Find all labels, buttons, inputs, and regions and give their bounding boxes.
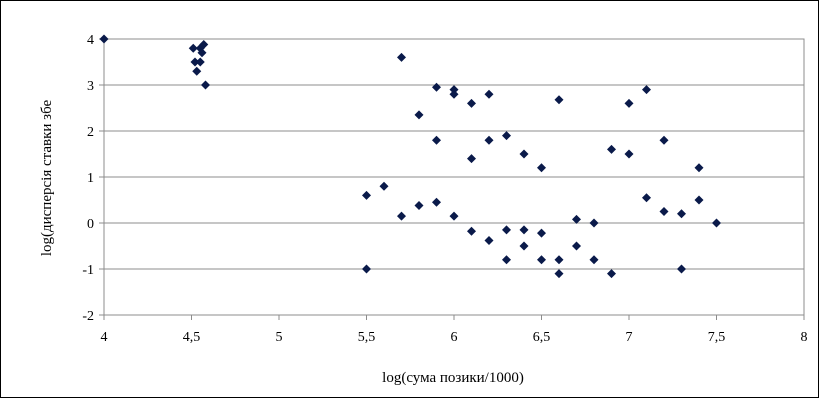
data-point xyxy=(589,255,599,265)
y-tick-label: 1 xyxy=(87,171,94,186)
data-point xyxy=(397,52,406,62)
x-tick-label: 6 xyxy=(451,330,458,345)
data-point xyxy=(502,131,511,141)
data-point xyxy=(694,195,704,205)
x-tick-label: 7,5 xyxy=(708,330,726,345)
data-point xyxy=(554,269,564,279)
data-point xyxy=(199,40,209,50)
data-point xyxy=(201,80,210,90)
x-tick-label: 8 xyxy=(801,330,808,345)
data-point xyxy=(712,218,721,228)
data-point xyxy=(414,201,424,211)
data-point xyxy=(659,135,669,145)
grid-layer xyxy=(99,38,805,320)
data-point xyxy=(484,135,494,145)
data-point xyxy=(432,82,441,92)
data-point xyxy=(642,193,651,203)
data-point xyxy=(362,190,371,200)
data-point xyxy=(188,43,198,53)
data-point xyxy=(192,66,202,76)
data-point xyxy=(677,209,686,219)
x-tick-label: 4,5 xyxy=(183,330,201,345)
data-point xyxy=(624,149,634,159)
y-tick-label: -1 xyxy=(82,263,94,278)
data-point xyxy=(537,228,546,238)
x-axis-title: log(сума позики/1000) xyxy=(382,370,524,386)
data-point xyxy=(449,85,459,95)
data-point xyxy=(554,95,564,105)
data-point xyxy=(379,181,389,191)
data-point xyxy=(607,144,616,154)
data-point xyxy=(432,135,441,145)
data-point xyxy=(572,241,581,251)
data-point xyxy=(432,197,441,207)
data-point xyxy=(467,154,476,164)
data-point xyxy=(659,207,669,216)
data-point xyxy=(449,211,459,221)
x-tick-label: 5,5 xyxy=(358,330,376,345)
data-point xyxy=(537,163,546,173)
y-axis-title: log(дисперсія ставки збе xyxy=(39,99,55,256)
data-point xyxy=(519,149,529,159)
x-tick-label: 4 xyxy=(101,330,108,345)
data-point xyxy=(362,264,371,274)
data-point xyxy=(99,34,109,44)
data-point xyxy=(484,89,494,99)
data-point xyxy=(519,225,529,235)
y-tick-label: 2 xyxy=(87,125,94,140)
plot-area xyxy=(103,38,805,316)
y-tick-label: -2 xyxy=(82,309,94,324)
data-point xyxy=(624,98,634,108)
x-tick-label: 5 xyxy=(276,330,283,345)
data-point xyxy=(694,163,704,173)
x-tick-label: 7 xyxy=(626,330,633,345)
x-tick-labels: 4 4,5 5 5,5 6 6,5 7 7,5 8 xyxy=(101,330,808,345)
data-point xyxy=(449,89,459,99)
data-point xyxy=(397,211,406,221)
data-point xyxy=(642,85,651,95)
data-point xyxy=(572,214,581,224)
y-tick-label: 3 xyxy=(87,79,94,94)
y-tick-label: 0 xyxy=(87,217,94,232)
data-point xyxy=(197,48,207,58)
data-point xyxy=(502,255,511,265)
data-point xyxy=(607,269,616,279)
data-point xyxy=(467,226,476,236)
data-point xyxy=(554,255,564,265)
data-point xyxy=(537,255,546,265)
data-point xyxy=(519,241,529,251)
data-point xyxy=(589,218,599,228)
data-point xyxy=(414,110,424,120)
y-tick-label: 4 xyxy=(87,33,94,48)
data-point xyxy=(677,264,686,274)
data-point xyxy=(195,57,205,67)
data-point xyxy=(190,57,200,67)
data-point xyxy=(467,98,476,108)
data-points xyxy=(99,34,721,279)
data-point xyxy=(484,235,494,245)
y-tick-labels: -2 -1 0 1 2 3 4 xyxy=(82,33,94,324)
x-tick-label: 6,5 xyxy=(533,330,551,345)
data-point xyxy=(502,225,511,235)
